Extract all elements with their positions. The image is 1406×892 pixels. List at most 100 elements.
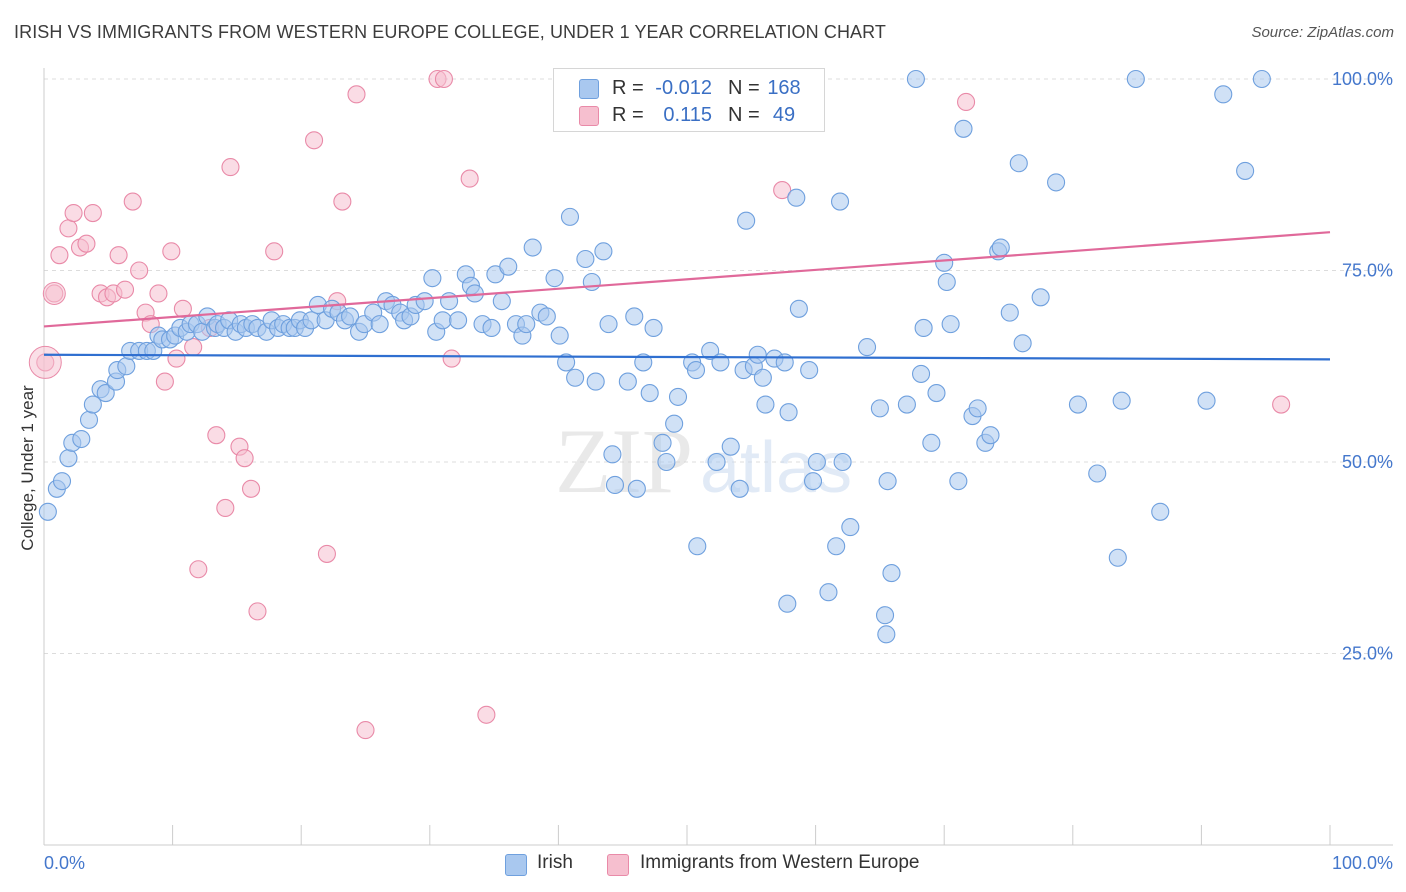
data-point (59, 449, 78, 468)
data-point (537, 307, 556, 326)
data-point (625, 307, 644, 326)
data-point (870, 399, 889, 418)
data-point (737, 211, 756, 230)
data-point (819, 583, 838, 602)
data-point (688, 537, 707, 556)
data-point (207, 426, 226, 445)
legend-row-irish: R = -0.012 N = 168 (554, 75, 824, 101)
trend-lines (43, 231, 1331, 361)
data-point (550, 326, 569, 345)
legend-n-label: N = (728, 77, 760, 99)
data-point (778, 594, 797, 613)
data-point (618, 372, 637, 391)
data-point-large (28, 345, 62, 379)
legend-swatch-immigrants (579, 106, 599, 126)
y-tick-label: 75.0% (1342, 261, 1393, 281)
data-point (333, 192, 352, 211)
legend-swatch-irish (579, 79, 599, 99)
data-point (189, 560, 208, 579)
data-point (38, 502, 57, 521)
bottom-legend-label-immigrants: Immigrants from Western Europe (640, 852, 920, 873)
source-credit: Source: ZipAtlas.com (1251, 24, 1394, 41)
data-point (1000, 303, 1019, 322)
data-point (248, 602, 267, 621)
data-point (640, 384, 659, 403)
data-point (235, 449, 254, 468)
data-point (841, 518, 860, 537)
data-point (96, 384, 115, 403)
legend-r-label: R = (612, 77, 644, 99)
data-point (566, 368, 585, 387)
data-point (347, 85, 366, 104)
data-point (50, 246, 69, 265)
data-point (800, 361, 819, 380)
data-point (241, 479, 261, 498)
data-point-large (42, 281, 66, 305)
data-point (787, 188, 806, 207)
data-point (155, 372, 174, 391)
data-point (1214, 85, 1233, 104)
data-point (981, 426, 1000, 445)
data-point (305, 131, 324, 150)
data-point (803, 472, 823, 491)
data-point (949, 472, 968, 491)
legend-n-label: N = (728, 104, 760, 126)
data-point (897, 395, 916, 414)
data-point (875, 606, 895, 625)
data-point (857, 338, 877, 357)
data-point (477, 705, 496, 724)
data-point (991, 238, 1010, 257)
data-point (167, 349, 186, 368)
trend-line-irish (43, 353, 1331, 361)
bottom-legend-swatch-immigrants (607, 854, 629, 876)
data-point (492, 292, 511, 311)
correlation-legend: R = -0.012 N = 168 R = 0.115 N = 49 (553, 68, 825, 132)
data-point (545, 269, 564, 288)
data-point (668, 387, 688, 406)
data-point (586, 372, 605, 391)
data-point (877, 625, 896, 644)
data-point (957, 92, 976, 112)
data-point (1272, 395, 1291, 414)
data-point (968, 399, 987, 418)
data-point (109, 246, 128, 265)
data-point (914, 318, 933, 338)
data-point (149, 284, 168, 303)
data-point (686, 361, 706, 380)
data-point (1031, 288, 1050, 307)
data-point (1197, 391, 1216, 410)
data-point (64, 204, 83, 223)
data-point (216, 498, 235, 518)
data-point (442, 349, 461, 368)
legend-row-immigrants: R = 0.115 N = 49 (554, 102, 824, 128)
data-point (789, 299, 808, 318)
data-point (941, 315, 960, 334)
data-point (830, 192, 850, 211)
data-point (878, 472, 897, 491)
data-point (423, 269, 442, 288)
data-point (599, 315, 618, 334)
data-point (482, 318, 501, 338)
data-point (701, 341, 720, 360)
data-point (560, 207, 580, 226)
data-point (83, 395, 102, 414)
data-point (415, 292, 434, 311)
data-point (779, 403, 798, 422)
legend-r-value: 0.115 (663, 104, 712, 126)
data-point (523, 238, 542, 257)
bottom-legend-swatch-irish (505, 854, 527, 876)
data-point (603, 445, 622, 464)
data-point (1013, 334, 1032, 353)
data-point (665, 414, 684, 433)
x-tick-label-min: 0.0% (44, 853, 85, 873)
y-tick-label: 100.0% (1332, 69, 1393, 89)
data-point (773, 181, 792, 200)
data-point (576, 249, 595, 269)
legend-r-label: R = (612, 104, 644, 126)
data-point (79, 410, 99, 429)
data-point (123, 192, 142, 211)
data-point (1112, 391, 1131, 410)
data-point (341, 307, 360, 326)
data-point (748, 345, 767, 364)
